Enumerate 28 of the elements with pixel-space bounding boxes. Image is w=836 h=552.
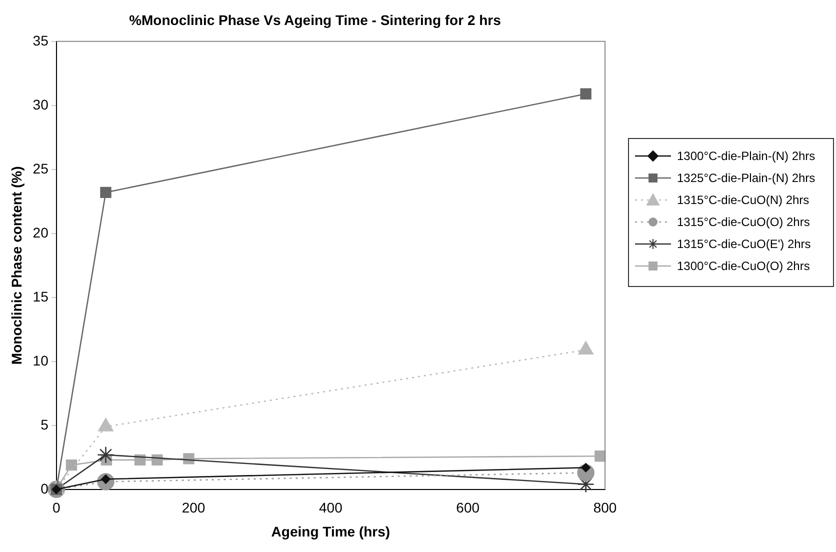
x-tick-label: 0 — [52, 500, 60, 516]
y-tick-label: 15 — [32, 288, 49, 304]
x-tick-label: 400 — [319, 500, 343, 516]
point — [594, 450, 606, 462]
y-tick-label: 35 — [32, 32, 49, 48]
y-tick-label: 25 — [32, 160, 49, 176]
y-tick-label: 10 — [32, 352, 49, 368]
x-tick-label: 600 — [456, 500, 480, 516]
x-axis-title: Ageing Time (hrs) — [271, 523, 390, 540]
x-tick-label: 800 — [593, 500, 617, 516]
legend-label: 1315°C-die-CuO(E') 2hrs — [677, 236, 811, 252]
y-axis-title: Monoclinic Phase content (%) — [8, 166, 24, 365]
y-tick-label: 5 — [40, 416, 49, 432]
legend-label: 1325°C-die-Plain-(N) 2hrs — [677, 170, 816, 186]
y-tick-label: 0 — [40, 480, 49, 496]
x-tick-label: 200 — [182, 500, 206, 516]
legend-label: 1300°C-die-Plain-(N) 2hrs — [677, 148, 816, 164]
point — [580, 88, 592, 100]
y-tick-label: 30 — [32, 96, 49, 112]
point — [100, 186, 112, 198]
point — [581, 462, 590, 472]
point — [97, 446, 114, 464]
legend-label: 1315°C-die-CuO(O) 2hrs — [677, 214, 810, 230]
y-tick-label: 20 — [32, 224, 49, 240]
point — [66, 459, 78, 471]
legend-label: 1315°C-die-CuO(N) 2hrs — [677, 192, 810, 208]
chart-title: %Monoclinic Phase Vs Ageing Time - Sintering for 2 hrs — [128, 12, 502, 28]
legend-label: 1300°C-die-CuO(O) 2hrs — [677, 258, 810, 274]
